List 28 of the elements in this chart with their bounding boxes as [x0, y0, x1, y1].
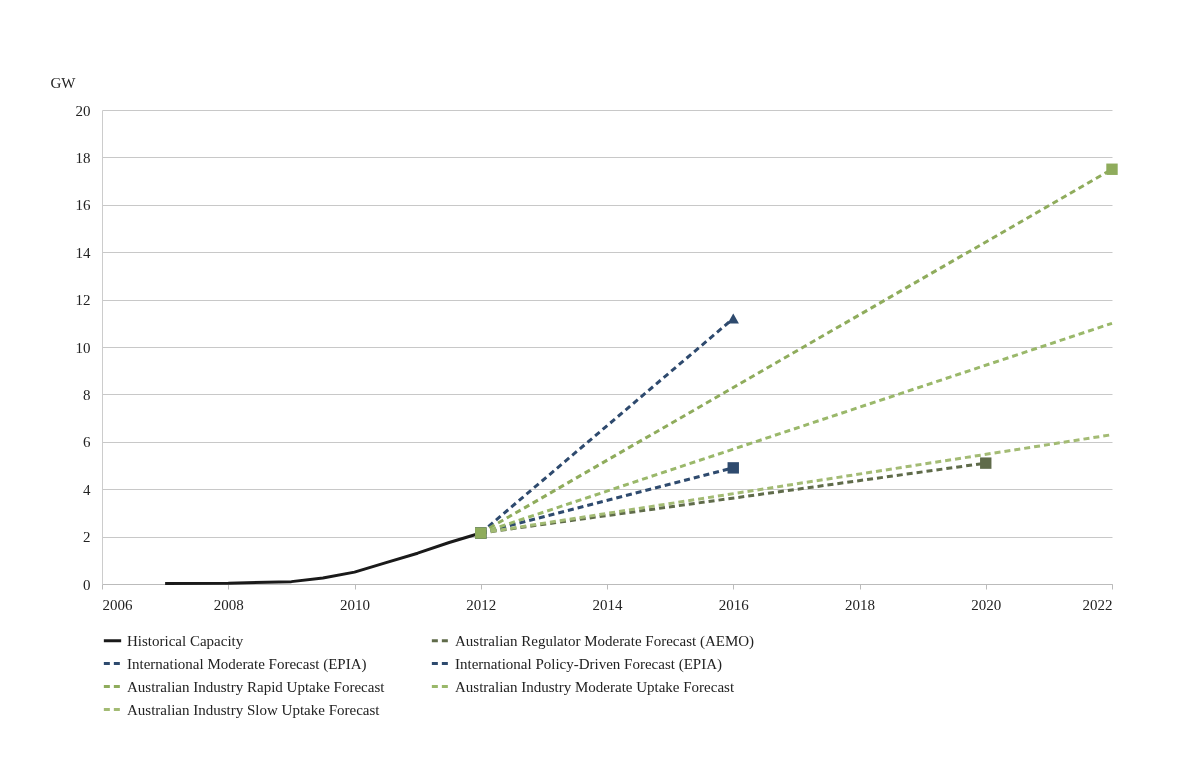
y-tick-label: 16: [75, 197, 91, 214]
x-tick-label: 2008: [213, 596, 244, 613]
legend-label: Australian Regulator Moderate Forecast (AEMO): [455, 632, 755, 650]
y-tick-label: 14: [75, 244, 91, 261]
x-tick-label: 2012: [466, 596, 497, 613]
x-tick-label: 2022: [1082, 596, 1113, 613]
y-tick-label: 4: [83, 481, 91, 498]
legend-label: Australian Industry Moderate Uptake Forecast: [455, 678, 735, 695]
legend-label: Historical Capacity: [127, 632, 244, 649]
y-tick-label: 0: [83, 576, 91, 593]
x-tick-label: 2020: [971, 596, 1002, 613]
x-tick-label: 2006: [102, 596, 133, 613]
x-tick-label: 2016: [718, 596, 750, 613]
x-tick-label: 2018: [845, 596, 875, 613]
legend-label: Australian Industry Rapid Uptake Forecast: [127, 678, 386, 695]
y-tick-label: 10: [75, 339, 91, 356]
y-tick-label: 18: [75, 149, 91, 166]
x-tick-label: 2014: [592, 596, 623, 613]
y-tick-label: 20: [75, 102, 91, 119]
y-tick-label: 2: [83, 529, 91, 546]
legend-label: International Moderate Forecast (EPIA): [127, 655, 367, 673]
legend-label: Australian Industry Slow Uptake Forecast: [127, 701, 381, 718]
y-axis-title: GW: [50, 74, 77, 91]
x-tick-label: 2010: [340, 596, 370, 613]
y-tick-label: 12: [75, 292, 91, 309]
legend-label: International Policy-Driven Forecast (EPIA): [455, 655, 723, 673]
y-tick-label: 8: [83, 386, 91, 403]
y-tick-label: 6: [83, 434, 91, 451]
